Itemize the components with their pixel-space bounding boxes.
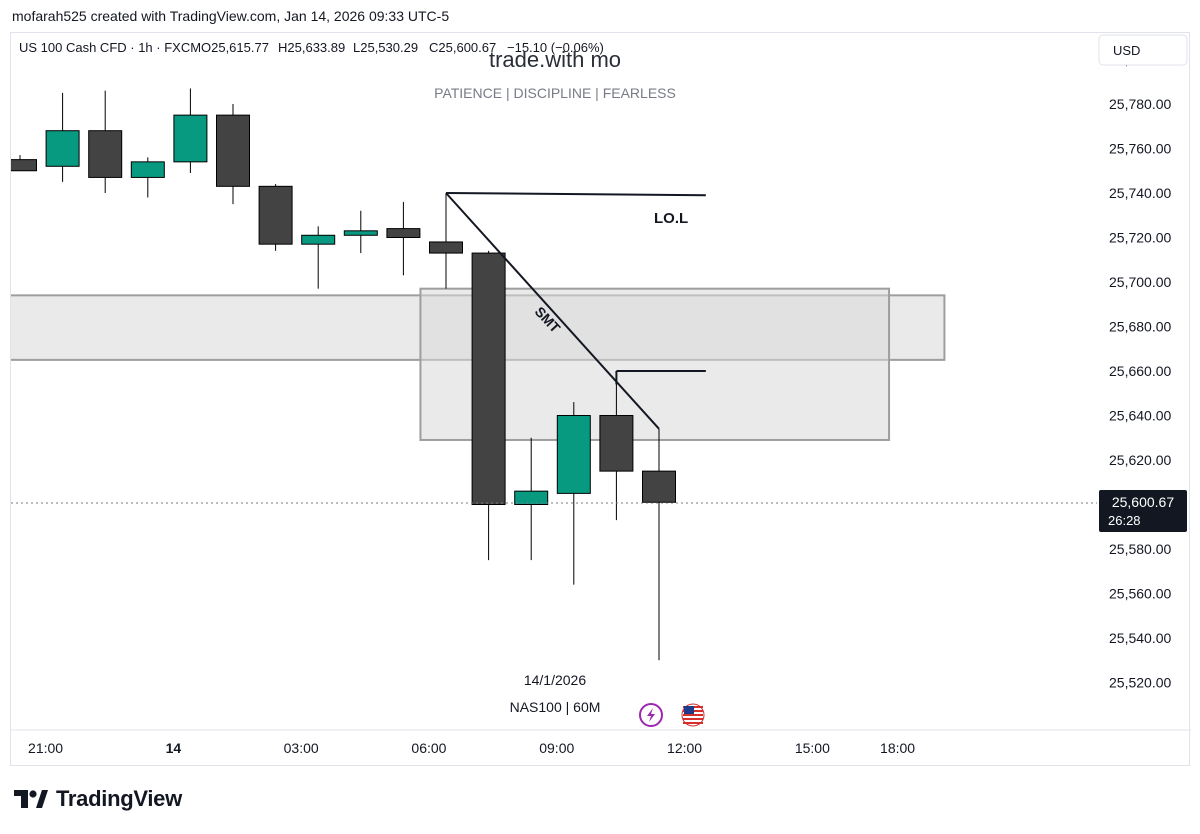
lol-line[interactable] <box>445 192 706 197</box>
candle[interactable] <box>45 92 80 182</box>
instrument-label: NAS100 | 60M <box>510 699 601 715</box>
time-tick-label: 14 <box>166 740 182 756</box>
candle[interactable] <box>258 184 293 251</box>
watermark-tagline: PATIENCE | DISCIPLINE | FEARLESS <box>434 85 676 101</box>
price-tick-label: 25,780.00 <box>1109 96 1171 112</box>
price-tick-label: 25,540.00 <box>1109 630 1171 646</box>
candle[interactable] <box>11 155 37 172</box>
current-price-value: 25,600.67 <box>1112 494 1174 510</box>
bear-candle-body <box>429 241 463 254</box>
bull-candle-body <box>45 130 80 167</box>
chart-canvas[interactable]: 25,800.0025,780.0025,760.0025,740.0025,7… <box>11 33 1191 767</box>
price-tick-label: 25,560.00 <box>1109 586 1171 602</box>
legend-open: O25,615.77 <box>201 40 269 55</box>
legend-high: H25,633.89 <box>278 40 345 55</box>
price-tick-label: 25,760.00 <box>1109 141 1171 157</box>
candle[interactable] <box>556 402 591 585</box>
smt-line[interactable] <box>445 192 660 430</box>
tv-logo-icon <box>14 790 48 808</box>
time-tick-label: 12:00 <box>667 740 702 756</box>
bull-candle-body <box>514 490 549 505</box>
candle[interactable] <box>471 250 506 561</box>
candle[interactable] <box>642 428 676 661</box>
legend-change: −15.10 (−0.06%) <box>507 40 604 55</box>
price-tick-label: 25,520.00 <box>1109 675 1171 691</box>
brand-name: TradingView <box>56 786 182 811</box>
price-tick-label: 25,680.00 <box>1109 319 1171 335</box>
candle[interactable] <box>173 88 208 173</box>
bull-candle-body <box>173 114 208 163</box>
price-tick-label: 25,580.00 <box>1109 541 1171 557</box>
price-tick-label: 25,660.00 <box>1109 363 1171 379</box>
candle[interactable] <box>599 371 634 521</box>
currency-button[interactable] <box>1098 34 1188 66</box>
chart-header: mofarah525 created with TradingView.com,… <box>12 8 450 24</box>
price-tick-label: 25,700.00 <box>1109 274 1171 290</box>
lightning-event-icon[interactable] <box>639 703 663 727</box>
candle[interactable] <box>343 210 378 254</box>
current-price-tag <box>1099 490 1187 533</box>
candle[interactable] <box>386 201 421 276</box>
time-tick-label: 18:00 <box>880 740 915 756</box>
bear-candle-body <box>386 228 421 239</box>
time-tick-label: 15:00 <box>795 740 830 756</box>
date-label: 14/1/2026 <box>524 672 586 688</box>
watermark-title: trade.with mo <box>489 47 621 72</box>
time-tick-label: 21:00 <box>28 740 63 756</box>
bear-candle-body <box>216 114 250 187</box>
candle[interactable] <box>514 437 549 561</box>
bear-candle-body <box>599 415 634 472</box>
candle[interactable] <box>301 226 336 289</box>
lol-label: LO.L <box>654 210 688 227</box>
bear-candle-body <box>88 130 123 178</box>
price-tick-label: 25,720.00 <box>1109 230 1171 246</box>
bear-candle-body <box>642 470 676 503</box>
candle[interactable] <box>88 90 123 193</box>
time-tick-label: 06:00 <box>411 740 446 756</box>
price-tick-label: 25,640.00 <box>1109 408 1171 424</box>
bull-candle-body <box>130 161 165 178</box>
bull-candle-body <box>301 234 336 245</box>
legend-low: L25,530.29 <box>353 40 418 55</box>
bull-candle-body <box>556 415 591 494</box>
currency-label: USD <box>1113 43 1140 58</box>
bar-countdown: 26:28 <box>1108 513 1141 528</box>
bear-candle-body <box>258 185 293 245</box>
candle[interactable] <box>130 157 165 198</box>
bull-candle-body <box>343 230 378 236</box>
price-tick-label: 25,740.00 <box>1109 185 1171 201</box>
chart-frame: 25,800.0025,780.0025,760.0025,740.0025,7… <box>10 32 1191 767</box>
candle[interactable] <box>216 104 250 205</box>
time-tick-label: 09:00 <box>539 740 574 756</box>
bear-candle-body <box>471 252 506 505</box>
price-tick-label: 25,620.00 <box>1109 452 1171 468</box>
legend-symbol: US 100 Cash CFD · 1h · FXCM <box>19 40 201 55</box>
candle[interactable] <box>429 193 463 289</box>
us-flag-icon[interactable] <box>681 703 705 727</box>
bear-candle-body <box>11 159 37 172</box>
legend-close: C25,600.67 <box>429 40 496 55</box>
time-tick-label: 03:00 <box>284 740 319 756</box>
tradingview-logo[interactable]: TradingView <box>14 786 182 812</box>
